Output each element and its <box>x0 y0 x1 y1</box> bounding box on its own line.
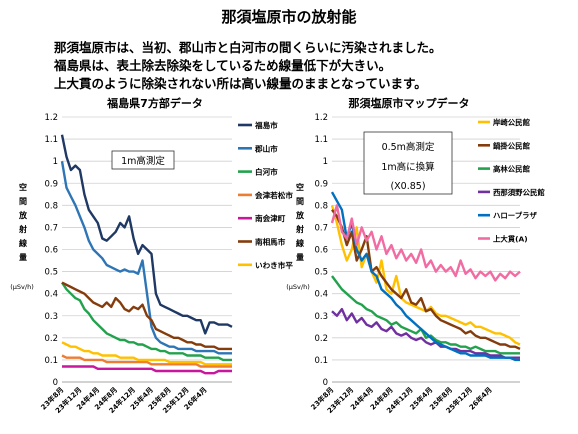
legend-label: 白河市 <box>255 167 278 177</box>
legend-label: 鍋掛公民館 <box>493 141 531 150</box>
legend-label: 会津若松市 <box>255 190 293 200</box>
y-tick-label: 0.9 <box>314 179 328 189</box>
y-tick-label: 0 <box>323 378 328 388</box>
y-tick-label: 0.1 <box>314 356 328 366</box>
legend-label: いわき市平 <box>255 260 293 270</box>
legend-label: 南相馬市 <box>255 237 286 247</box>
y-tick-label: 1 <box>53 157 58 167</box>
intro-line-3: 上大貫のように除染されない所は高い線量のままとなっています。 <box>54 76 427 91</box>
note-text: 0.5m高測定 <box>382 141 435 153</box>
series-line <box>61 281 232 351</box>
y-tick-label: 0.5 <box>44 268 58 278</box>
intro-line-1: 那須塩原市は、当初、郡山市と白河市の間くらいに汚染されました。 <box>54 40 442 55</box>
series-line <box>61 281 232 362</box>
y-tick-label: 0.8 <box>44 201 58 211</box>
y-tick-label: 0.6 <box>314 246 328 256</box>
y-axis-label: 空間放射線量 <box>18 182 28 262</box>
y-axis-unit: (μSv/h) <box>286 283 310 291</box>
series-line <box>62 365 232 375</box>
y-tick-label: 1.1 <box>314 135 328 145</box>
y-tick-label: 0.3 <box>44 312 58 322</box>
y-tick-label: 1.2 <box>314 113 328 123</box>
y-tick-label: 1 <box>323 157 328 167</box>
y-axis-unit: (μSv/h) <box>10 283 34 291</box>
series-line <box>331 307 520 359</box>
y-tick-label: 0.6 <box>44 246 58 256</box>
legend-label: 上大貫(A) <box>493 235 528 244</box>
legend-label: ハロープラザ <box>493 211 538 220</box>
chart-1: 福島県7方部データ 0 0.1 0.2 0.3 0.4 0.5 0.6 0.7 0.8 0.9 1 1.… <box>10 96 293 415</box>
legend-label: 南会津町 <box>255 213 286 223</box>
series-line <box>61 354 232 368</box>
y-tick-label: 0.7 <box>44 223 58 233</box>
legend-label: 福島市 <box>254 120 278 130</box>
y-tick-label: 0.2 <box>314 334 328 344</box>
y-tick-label: 0.4 <box>314 290 328 300</box>
y-tick-label: 0.8 <box>314 201 328 211</box>
y-tick-label: 0.9 <box>44 179 58 189</box>
legend-label: 岸崎公民館 <box>493 118 531 127</box>
y-tick-label: 0 <box>53 378 58 388</box>
y-tick-label: 0.1 <box>44 356 58 366</box>
note-text: (X0.85) <box>390 181 425 192</box>
chart-2: 那須塩原市マップデータ 0 0.1 0.2 0.3 0.4 0.5 0.6 0.7 0.8 0.9 1… <box>286 96 545 415</box>
y-tick-label: 0.4 <box>44 290 58 300</box>
y-tick-label: 0.7 <box>314 223 328 233</box>
series-line <box>60 160 232 355</box>
page-title: 那須塩原市の放射能 <box>221 8 357 26</box>
series-line <box>330 191 520 362</box>
chart-title: 福島県7方部データ <box>106 96 203 110</box>
series-line <box>331 209 521 350</box>
note-text: 1m高に換算 <box>381 161 434 173</box>
note-box <box>111 150 175 170</box>
y-tick-label: 1.2 <box>44 113 58 123</box>
y-tick-label: 1.1 <box>44 135 58 145</box>
legend-label: 高林公民館 <box>493 165 531 174</box>
note-box <box>363 131 453 195</box>
series-line <box>60 134 233 335</box>
y-tick-label: 0.3 <box>314 312 328 322</box>
y-tick-label: 0.5 <box>314 268 328 278</box>
y-axis-label: 空間放射線量 <box>295 182 305 262</box>
series-line <box>331 275 520 355</box>
series-line <box>61 341 232 366</box>
chart-title: 那須塩原市マップデータ <box>349 96 470 110</box>
legend-label: 郡山市 <box>254 143 278 153</box>
note-text: 1m高測定 <box>121 155 165 167</box>
legend-label: 西那須野公民館 <box>493 188 545 197</box>
y-tick-label: 0.2 <box>44 334 58 344</box>
intro-line-2: 福島県は、表土除去除染をしているため線量低下が大きい。 <box>54 58 392 73</box>
series-line <box>330 204 521 282</box>
